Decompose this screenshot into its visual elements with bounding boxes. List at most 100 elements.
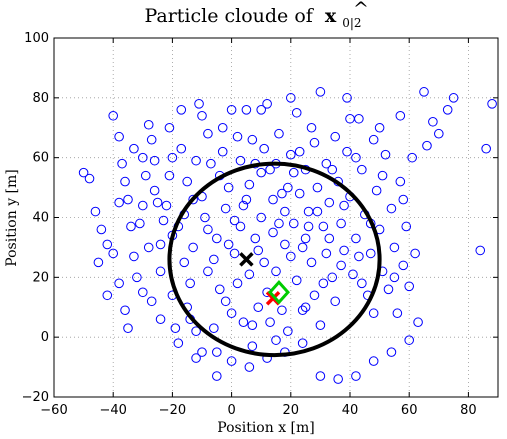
particle-point — [209, 254, 219, 265]
particle-point — [330, 131, 341, 142]
particle-point — [283, 182, 293, 193]
particle-point — [114, 278, 124, 289]
particle-point — [114, 197, 124, 208]
particle-point — [235, 221, 246, 232]
particle-point — [244, 362, 255, 372]
particle-point — [297, 338, 308, 348]
particle-point — [229, 248, 240, 259]
particle-point — [374, 122, 385, 133]
marker-group — [239, 252, 290, 306]
particle-point — [182, 176, 192, 187]
particle-point — [170, 323, 181, 333]
particle-point — [120, 176, 130, 187]
particle-point — [288, 167, 299, 178]
particle-point — [380, 149, 391, 160]
x-tick-label: −20 — [159, 403, 186, 418]
particle-point — [398, 194, 409, 205]
particle-point — [132, 272, 142, 283]
particle-point — [129, 143, 139, 154]
particle-point — [209, 323, 219, 333]
particle-point — [395, 176, 406, 187]
particle-point — [247, 320, 258, 331]
particle-point — [262, 99, 272, 109]
particle-point — [191, 326, 201, 336]
particle-point — [197, 347, 207, 357]
particle-point — [223, 182, 234, 193]
x-tick-label: 20 — [283, 403, 300, 418]
x-tick-label: 0 — [227, 403, 235, 418]
particle-point — [120, 305, 130, 316]
particle-point — [368, 134, 379, 145]
particle-point — [212, 371, 222, 381]
particle-point — [93, 257, 104, 268]
particle-point — [268, 227, 278, 238]
particle-point — [448, 93, 459, 103]
chart-title: Particle cloude of x 0|2 — [144, 5, 361, 30]
particle-point — [336, 260, 346, 271]
particle-point — [277, 305, 287, 316]
x-tick-label: 80 — [460, 403, 477, 418]
particle-point — [188, 242, 198, 253]
particle-point — [297, 305, 308, 316]
y-tick-label: 100 — [24, 31, 49, 46]
axis-ticks: −60 −40 −20 0 20 40 60 80 −20 0 20 40 60 80 100 — [22, 31, 498, 418]
particle-point — [102, 290, 113, 301]
particle-point — [203, 224, 213, 235]
particle-point — [386, 203, 397, 214]
particle-point — [274, 128, 284, 139]
particle-point — [268, 194, 278, 205]
particle-point — [197, 110, 207, 121]
particle-point — [179, 257, 190, 268]
x-tick-label: 60 — [401, 403, 418, 418]
particle-point — [294, 146, 305, 157]
particle-point — [126, 221, 136, 232]
particle-point — [176, 143, 187, 154]
y-tick-label: 60 — [32, 151, 49, 166]
particle-point — [318, 221, 329, 232]
particle-point — [238, 317, 249, 328]
particle-point — [173, 338, 184, 348]
particle-point — [392, 308, 403, 319]
particle-point — [351, 371, 361, 381]
particle-point — [306, 122, 317, 133]
particle-point — [164, 170, 175, 181]
particle-point — [84, 173, 95, 184]
particle-point — [167, 152, 178, 163]
particle-point — [253, 245, 264, 256]
particle-point — [212, 233, 222, 244]
particle-point — [389, 272, 400, 283]
particle-point — [220, 296, 231, 307]
particle-point — [203, 128, 213, 139]
y-tick-label: 20 — [32, 270, 49, 285]
particle-point — [123, 323, 133, 333]
particle-point — [354, 251, 364, 262]
particle-point — [123, 194, 133, 205]
particle-point — [327, 272, 338, 283]
particle-point — [256, 105, 267, 115]
particle-point — [158, 215, 169, 226]
particle-point — [283, 326, 293, 336]
particle-point — [259, 257, 269, 268]
particle-point — [235, 155, 246, 166]
y-tick-label: 80 — [32, 91, 49, 106]
x-tick-label: 40 — [342, 403, 359, 418]
particle-point — [404, 335, 415, 345]
particle-point — [294, 188, 305, 199]
particle-point — [203, 266, 213, 277]
particle-point — [280, 206, 290, 217]
particle-point — [220, 203, 231, 214]
particle-point — [229, 215, 240, 226]
particle-point — [315, 320, 326, 331]
particle-point — [138, 200, 148, 211]
particle-point — [487, 99, 497, 109]
particle-point — [256, 212, 267, 223]
particle-point — [339, 200, 349, 211]
particle-point — [327, 164, 338, 175]
chart-title-text: Particle cloude of — [144, 5, 314, 27]
particle-point — [244, 179, 255, 190]
particle-point — [312, 206, 323, 217]
particle-point — [232, 131, 243, 142]
particle-point — [395, 110, 406, 121]
particle-point — [194, 99, 204, 109]
particle-point — [191, 353, 201, 363]
